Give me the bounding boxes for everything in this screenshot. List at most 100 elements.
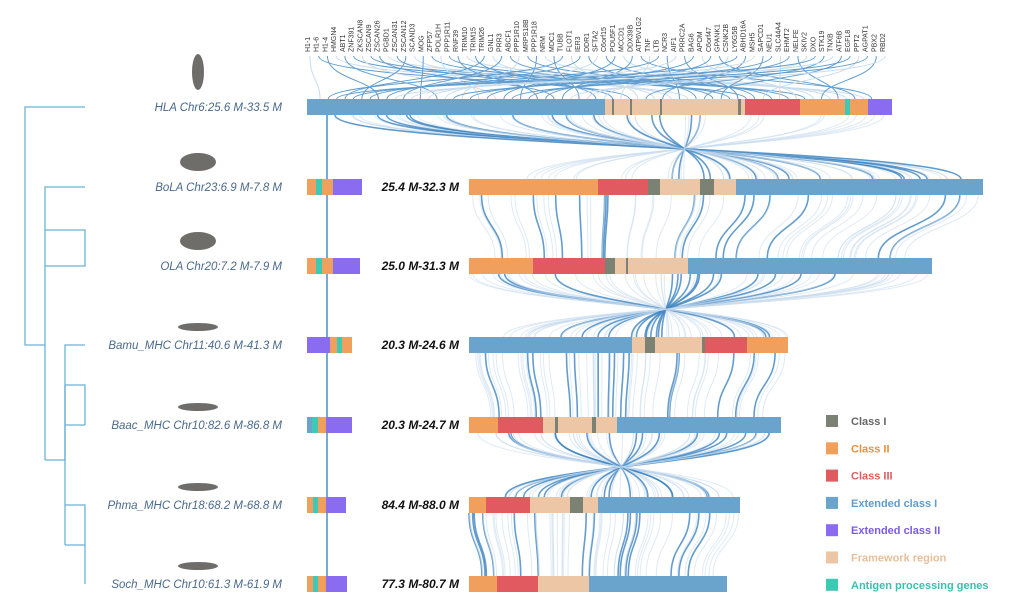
species-icon (178, 562, 218, 570)
link (709, 513, 734, 576)
link (580, 195, 582, 258)
gene-label: TRIM10 (462, 27, 469, 52)
range-label: 20.3 M-24.7 M (381, 418, 460, 432)
legend-swatch (826, 552, 838, 564)
region-segment (598, 179, 648, 195)
gene-label: MSH5 (749, 32, 756, 52)
gene-label: MRPS18B (523, 19, 530, 52)
region-segment (469, 179, 598, 195)
legend-label: Class I (851, 416, 886, 428)
legend-swatch (826, 415, 838, 427)
link (582, 513, 586, 576)
gene-label: MOG (418, 35, 425, 52)
link (568, 513, 569, 576)
gene-label: TNF (645, 38, 652, 52)
region-segment (307, 417, 312, 433)
link (562, 513, 563, 576)
region-segment (583, 497, 598, 513)
region-segment (738, 99, 741, 115)
gene-label: CSNK2B (723, 24, 730, 52)
gene-label: IER3 (575, 36, 582, 52)
link (527, 513, 532, 576)
link (533, 195, 544, 258)
gene-label: NELFE (793, 29, 800, 52)
gene-label: HMGN4 (331, 27, 338, 52)
link (621, 353, 624, 417)
gene-label: PPP1R18 (532, 21, 539, 52)
gene-label: SAPCD1 (758, 24, 765, 52)
gene-label: PRRC2A (680, 23, 687, 52)
region-segment (497, 576, 538, 592)
region-segment (747, 337, 788, 353)
range-label: 25.0 M-31.3 M (381, 259, 460, 273)
region-segment (605, 258, 615, 274)
gene-label: SCAND3 (410, 23, 417, 52)
link (591, 433, 659, 497)
range-label: 25.4 M-32.3 M (381, 180, 460, 194)
region-segment (660, 179, 700, 195)
link (574, 353, 577, 417)
link (587, 353, 589, 417)
region-segment (333, 179, 362, 195)
species-icon (180, 153, 216, 171)
gene-label: AGPAT1 (863, 25, 870, 52)
link (759, 195, 798, 258)
gene-label: ATP6V1G2 (636, 17, 643, 52)
region-segment (307, 497, 313, 513)
region-segment (702, 337, 705, 353)
gene-label: RNF39 (453, 30, 460, 52)
gene-label: SKIV2 (802, 32, 809, 52)
gene-label: PGBD1 (383, 28, 390, 52)
region-segment (469, 337, 632, 353)
region-segment (486, 497, 530, 513)
region-segment (326, 576, 347, 592)
link (891, 195, 961, 258)
gene-label: NCR3 (662, 33, 669, 52)
region-segment (326, 417, 352, 433)
species-label: Bamu_MHC Chr11:40.6 M-41.3 M (108, 340, 282, 352)
legend-swatch (826, 497, 838, 509)
link (482, 195, 503, 258)
gene-link (310, 56, 320, 99)
region-segment (330, 337, 337, 353)
link (656, 195, 671, 258)
legend-label: Antigen processing genes (851, 580, 989, 592)
region-segment (555, 417, 558, 433)
gene-label: PRR3 (497, 33, 504, 52)
gene-label: PBX2 (871, 34, 878, 52)
link (564, 513, 565, 576)
link (626, 353, 630, 417)
gene-label: ZFP57 (427, 31, 434, 52)
link (556, 195, 563, 258)
gene-label: STK19 (819, 30, 826, 52)
gene-label: POU5F1 (610, 25, 617, 52)
region-segment (632, 337, 688, 353)
link (905, 195, 978, 258)
region-segment (626, 258, 628, 274)
species-icon (178, 323, 218, 331)
region-segment (313, 576, 318, 592)
region-segment (868, 99, 892, 115)
region-segment (648, 179, 660, 195)
gene-link (780, 56, 781, 99)
link (668, 353, 677, 417)
region-segment (617, 417, 781, 433)
legend-label: Class III (851, 471, 893, 483)
gene-label: TRIM26 (479, 27, 486, 52)
region-segment (469, 576, 497, 592)
region-segment (318, 417, 326, 433)
region-segment (307, 258, 316, 274)
region-segment (307, 99, 605, 115)
link (616, 353, 618, 417)
species-label: BoLA Chr23:6.9 M-7.8 M (155, 182, 282, 194)
region-segment (318, 576, 326, 592)
region-segment (322, 258, 333, 274)
species-icon (180, 232, 216, 250)
region-segment (326, 497, 346, 513)
gene-label: DDR1 (584, 33, 591, 52)
link (589, 513, 594, 576)
link (675, 195, 695, 258)
link (896, 195, 967, 258)
region-segment (318, 497, 326, 513)
